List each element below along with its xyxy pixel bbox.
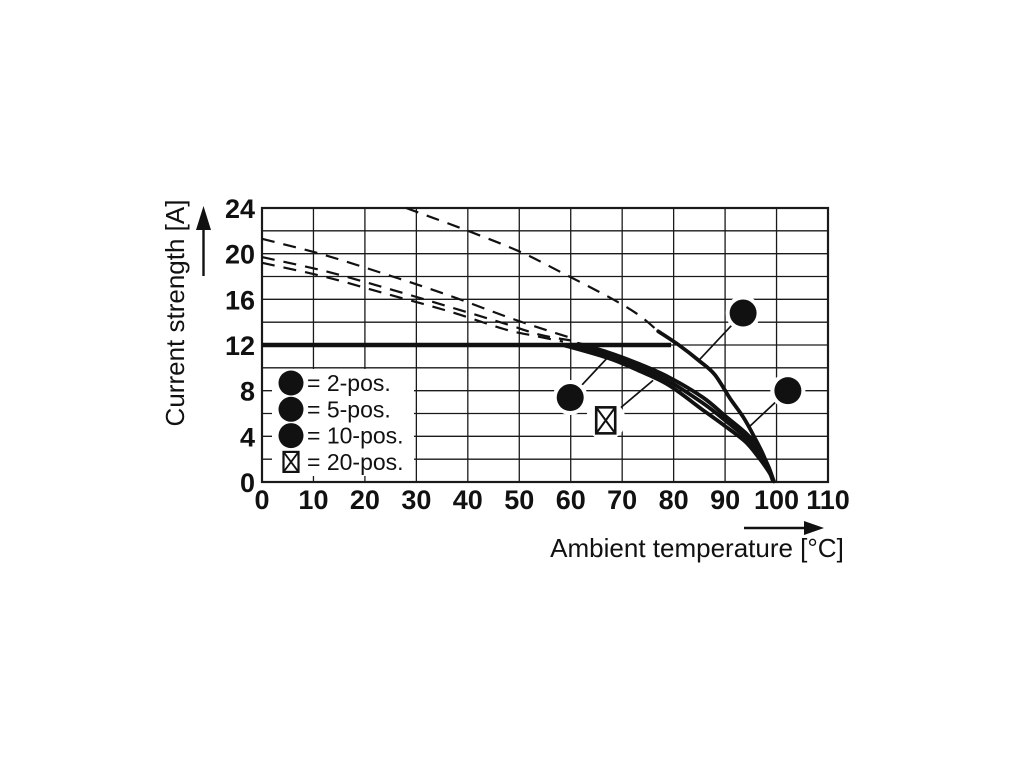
- callout-2-pos-bubble: [729, 299, 757, 327]
- 20-pos-dashed-curve: [261, 261, 564, 343]
- x-tick-label: 100: [754, 485, 799, 515]
- 2-pos-dashed-curve: [405, 206, 659, 333]
- legend-bubble-number: 3: [286, 426, 296, 446]
- legend-entry-2: 2 = 5-pos.: [278, 396, 391, 422]
- legend: 1 = 2-pos. 2 = 5-pos. 3 = 10-pos.= 20-pos.: [272, 369, 414, 476]
- callout-2-pos-number: 1: [737, 303, 749, 326]
- x-tick-label: 60: [556, 485, 586, 515]
- y-tick-label: 16: [225, 285, 255, 315]
- legend-entry-3: 3 = 10-pos.: [278, 423, 404, 449]
- y-tick-label: 0: [240, 468, 255, 498]
- legend-entry-1: 1 = 2-pos.: [278, 370, 391, 396]
- 10-pos-solid-curve: [568, 342, 776, 483]
- x-tick-label: 0: [254, 485, 269, 515]
- legend-bubble-3: [278, 423, 304, 449]
- y-axis-title: Current strength [A]: [160, 200, 190, 427]
- 10-pos-dashed-curve: [261, 256, 571, 342]
- 20-pos-solid-curve: [561, 343, 776, 484]
- legend-label: = 10-pos.: [307, 423, 404, 449]
- callouts: 1 2 3: [552, 295, 806, 441]
- callout-10-pos-bubble: [556, 384, 584, 412]
- curves: [261, 206, 776, 484]
- legend-label: = 20-pos.: [307, 449, 404, 475]
- x-tick-label: 110: [806, 485, 850, 515]
- 5-pos-solid-curve: [576, 341, 776, 483]
- x-tick-label: 70: [607, 485, 637, 515]
- callout-5-pos-bubble: [774, 377, 802, 405]
- x-tick-label: 90: [710, 485, 740, 515]
- x-tick-label: 30: [401, 485, 431, 515]
- legend-bubble-number: 1: [286, 374, 296, 394]
- callout-5-pos-number: 2: [782, 380, 794, 403]
- x-tick-label: 80: [659, 485, 689, 515]
- legend-label: = 2-pos.: [307, 370, 391, 396]
- y-tick-label: 12: [225, 331, 255, 361]
- legend-bubble-1: [278, 370, 304, 396]
- x-tick-label: 10: [298, 485, 328, 515]
- legend-entry-4: = 20-pos.: [282, 449, 404, 475]
- x-axis-arrow-icon: [744, 521, 824, 535]
- x-tick-label: 50: [504, 485, 534, 515]
- legend-label: = 5-pos.: [307, 396, 391, 422]
- y-axis-arrow-icon: [196, 206, 211, 276]
- legend-bubble-2: [278, 396, 304, 422]
- x-tick-label: 40: [453, 485, 483, 515]
- y-tick-label: 8: [240, 377, 255, 407]
- y-tick-label: 4: [240, 422, 255, 452]
- legend-bubble-number: 2: [286, 400, 296, 420]
- x-axis-title: Ambient temperature [°C]: [550, 533, 844, 563]
- y-tick-label: 24: [225, 194, 255, 224]
- callout-10-pos-number: 3: [564, 387, 576, 410]
- x-tick-label: 20: [350, 485, 380, 515]
- y-tick-label: 20: [225, 240, 255, 270]
